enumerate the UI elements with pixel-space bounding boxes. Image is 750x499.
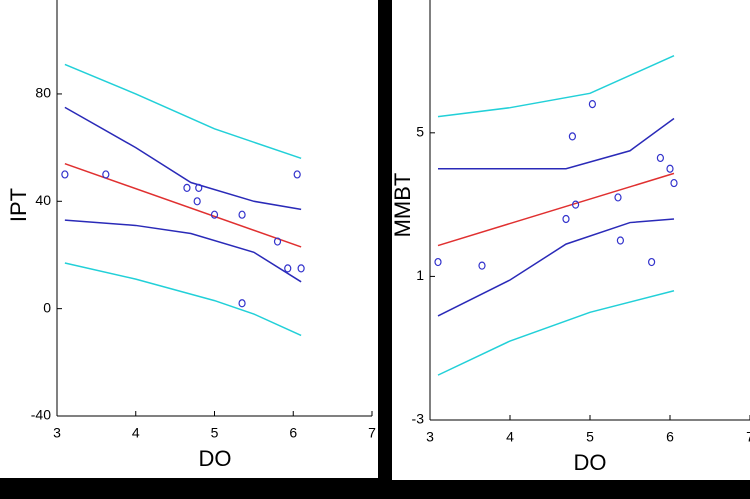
panel [392, 0, 750, 480]
point [670, 178, 678, 188]
x-tick-label: 4 [132, 425, 140, 441]
point [571, 200, 580, 209]
x-tick-label: 3 [426, 429, 434, 445]
point [238, 210, 246, 219]
point [273, 237, 282, 246]
y-tick-label: -40 [31, 407, 51, 423]
y-axis-label: IPT [6, 188, 31, 222]
point [478, 261, 486, 270]
x-tick-label: 3 [53, 425, 61, 441]
x-tick-label: 4 [506, 429, 514, 445]
point [666, 164, 674, 173]
point [193, 197, 201, 206]
point [614, 193, 622, 202]
point [238, 299, 246, 308]
x-tick-label: 5 [211, 425, 219, 441]
y-tick-label: 0 [43, 299, 51, 315]
y-tick-label: 80 [35, 85, 51, 101]
point [616, 236, 625, 245]
point [568, 132, 577, 141]
point [61, 170, 69, 179]
x-axis-label: DO [574, 450, 607, 475]
x-tick-label: 6 [289, 425, 297, 441]
panel [0, 0, 378, 478]
point [434, 257, 442, 267]
point [562, 214, 570, 224]
x-tick-label: 7 [746, 429, 750, 445]
x-axis-label: DO [199, 446, 232, 471]
y-tick-label: 5 [416, 124, 424, 140]
point [210, 210, 219, 219]
point [195, 183, 203, 192]
x-tick-label: 7 [368, 425, 376, 441]
fit-line [437, 218, 675, 317]
x-tick-label: 6 [666, 429, 674, 445]
point [656, 153, 665, 163]
fit-line [437, 172, 675, 247]
fit-line [437, 54, 675, 118]
point [102, 170, 110, 179]
point [183, 183, 191, 192]
point [293, 170, 301, 179]
y-tick-label: 1 [416, 267, 424, 283]
point [284, 264, 292, 273]
y-axis-label: MMBT [390, 173, 415, 238]
y-tick-label: -3 [412, 411, 425, 427]
point [588, 100, 597, 109]
fit-line [438, 117, 675, 170]
fit-line [64, 63, 302, 160]
fit-line [64, 106, 302, 211]
fit-line [437, 290, 675, 376]
fit-line [64, 219, 302, 283]
point [647, 257, 656, 267]
x-tick-label: 5 [586, 429, 594, 445]
fit-line [64, 262, 302, 337]
y-tick-label: 40 [35, 192, 51, 208]
point [297, 264, 305, 273]
